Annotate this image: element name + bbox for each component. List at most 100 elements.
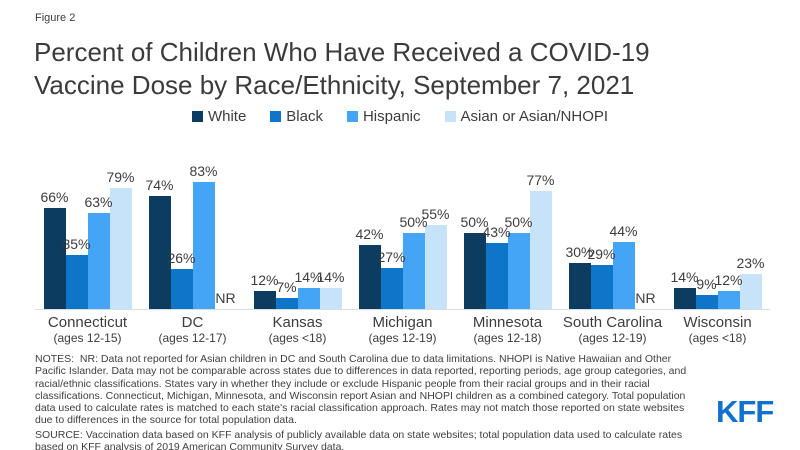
- bar: [43, 208, 66, 309]
- legend-label: Hispanic: [362, 108, 421, 125]
- bar-slot: 44%: [609, 149, 638, 309]
- bar: [612, 241, 635, 309]
- bar-value-label: 50%: [460, 213, 489, 230]
- bar-slot: 14%: [670, 149, 699, 309]
- bar-value-label: 7%: [276, 279, 297, 296]
- bar-value-label: 30%: [565, 244, 594, 261]
- bar-slot: 14%: [294, 149, 323, 309]
- bar: [695, 295, 718, 309]
- bar: [380, 267, 403, 309]
- legend-label: Asian or Asian/NHOPI: [460, 108, 609, 125]
- footnotes: NOTES: NR: Data not reported for Asian c…: [35, 353, 697, 450]
- bar-value-label: NR: [635, 290, 656, 306]
- bar-group: 30% 29% 44% NR: [560, 149, 665, 309]
- bar-value-label: 50%: [504, 213, 533, 230]
- source-text: SOURCE: Vaccination data based on KFF an…: [35, 428, 686, 450]
- bar-slot: 55%: [421, 149, 450, 309]
- bar: [590, 264, 613, 309]
- bar: [529, 191, 552, 309]
- bar: [463, 232, 486, 309]
- bar-value-label: 35%: [62, 236, 91, 253]
- bar-slot: 14%: [316, 149, 345, 309]
- bar-value-label: 14%: [316, 268, 345, 285]
- bar: [507, 232, 530, 309]
- bar-slot: 7%: [275, 149, 298, 309]
- bar-slot: 23%: [736, 149, 765, 309]
- bar-slot: 50%: [460, 149, 489, 309]
- bar-slot: 83%: [189, 149, 218, 309]
- bar-value-label: 26%: [167, 250, 196, 267]
- x-label-ages: (ages 12-15): [53, 331, 122, 345]
- bar-value-label: 77%: [526, 172, 555, 189]
- bar: [319, 287, 342, 309]
- bar-value-label: 63%: [84, 193, 113, 210]
- kff-logo: KFF: [716, 394, 774, 429]
- bar-group: 50% 43% 50% 77%: [455, 149, 560, 309]
- legend-item: Black: [270, 109, 323, 124]
- bar-value-label: 44%: [609, 222, 638, 239]
- bar: [673, 287, 696, 309]
- bar-slot: 35%: [62, 149, 91, 309]
- legend-swatch-icon: [346, 111, 358, 122]
- bar-value-label: 74%: [145, 176, 174, 193]
- bar-value-label: NR: [215, 290, 236, 306]
- bar-group: 14% 9% 12% 23%: [665, 149, 770, 309]
- bar-value-label: 27%: [377, 248, 406, 265]
- chart-legend: White Black Hispanic Asian or Asian/NHOPI: [0, 109, 800, 124]
- bar-slot: 30%: [565, 149, 594, 309]
- bar-value-label: 14%: [670, 268, 699, 285]
- x-label-ages: (ages 12-17): [158, 331, 227, 345]
- bar-value-label: 14%: [294, 268, 323, 285]
- x-label-ages: (ages 12-19): [368, 331, 437, 345]
- bar-slot: 50%: [399, 149, 428, 309]
- bar-slot: NR: [215, 149, 237, 309]
- bar-slot: 29%: [587, 149, 616, 309]
- x-label-ages: (ages <18): [688, 331, 747, 345]
- bar: [297, 287, 320, 309]
- bar: [275, 298, 298, 309]
- notes-text: NOTES: NR: Data not reported for Asian c…: [35, 353, 690, 427]
- legend-item: Asian or Asian/NHOPI: [444, 108, 609, 125]
- bar-value-label: 42%: [355, 225, 384, 242]
- bar-slot: 12%: [714, 149, 743, 309]
- legend-swatch-icon: [270, 111, 282, 122]
- bar: [717, 290, 740, 309]
- bar-chart: 66% 35% 63% 79% 74% 26% 83% NR 12% 7% 14% 14% 42% 27%…: [35, 149, 770, 310]
- x-axis-category-label: Connecticut (ages 12-15): [35, 314, 140, 346]
- bar: [253, 290, 276, 309]
- bar-value-label: 79%: [106, 169, 135, 186]
- bar-value-label: 9%: [696, 276, 717, 293]
- figure-label: Figure 2: [35, 12, 76, 24]
- x-axis-category-label: Minnesota (ages 12-18): [455, 315, 560, 346]
- bar: [424, 224, 447, 309]
- x-label-state: DC: [181, 314, 204, 331]
- bar-value-label: 43%: [482, 224, 511, 241]
- bar-slot: 12%: [250, 149, 279, 309]
- x-label-state: South Carolina: [562, 314, 663, 331]
- bar-slot: 43%: [482, 149, 511, 309]
- bar-slot: 66%: [40, 149, 69, 309]
- chart-title: Percent of Children Who Have Received a …: [34, 37, 650, 100]
- x-axis-category-label: DC (ages 12-17): [140, 314, 245, 346]
- bar-slot: 27%: [377, 149, 406, 309]
- bar: [568, 263, 591, 309]
- x-label-state: Connecticut: [47, 314, 128, 331]
- bar-value-label: 23%: [736, 254, 765, 271]
- bar-slot: 74%: [145, 149, 174, 309]
- bar: [739, 273, 762, 309]
- x-label-state: Wisconsin: [683, 314, 752, 331]
- x-axis-category-label: Michigan (ages 12-19): [350, 314, 455, 346]
- bar: [358, 244, 381, 309]
- bar-slot: 26%: [167, 149, 196, 309]
- x-axis-category-label: Kansas (ages <18): [245, 315, 350, 346]
- x-axis-category-label: Wisconsin (ages <18): [665, 314, 770, 346]
- x-label-state: Michigan: [372, 314, 433, 331]
- bar-value-label: 50%: [399, 213, 428, 230]
- legend-item: Hispanic: [346, 108, 421, 125]
- legend-swatch-icon: [444, 111, 456, 122]
- bar-group: 66% 35% 63% 79%: [35, 149, 140, 309]
- bar: [192, 182, 215, 309]
- bar-slot: 50%: [504, 149, 533, 309]
- legend-swatch-icon: [191, 111, 203, 122]
- x-axis-category-label: South Carolina (ages 12-19): [560, 314, 665, 346]
